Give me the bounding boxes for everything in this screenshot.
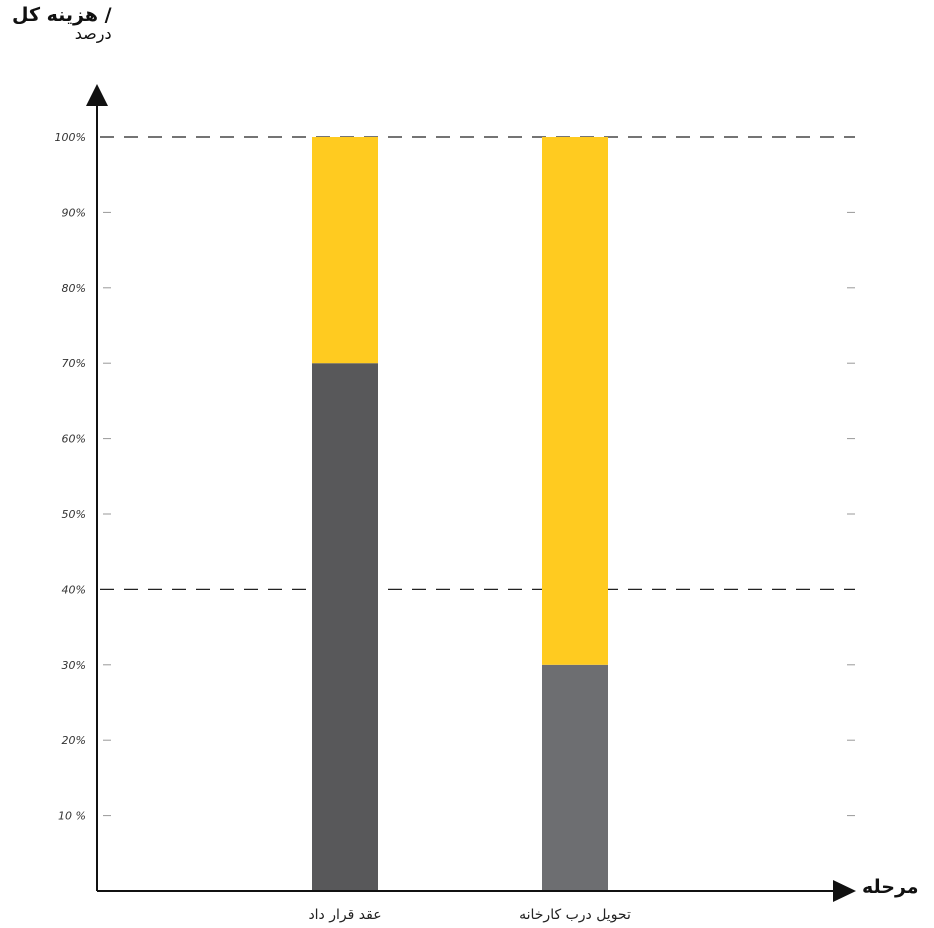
x-axis-arrow-icon xyxy=(833,880,856,902)
y-tick-label: 100% xyxy=(55,131,86,144)
y-tick-labels: 10 % 20% 30% 40% 50% 60% 70% 80% 90% 100% xyxy=(55,131,86,823)
y-tick-label: 10 % xyxy=(58,810,86,823)
y-tick-label: 70% xyxy=(62,357,86,370)
y-tick-label: 60% xyxy=(62,433,86,446)
y-axis-title-unit: درصد xyxy=(74,23,112,43)
y-tick-label: 20% xyxy=(62,734,86,747)
x-tick-labels: عقد قرار داد تحویل درب کارخانه xyxy=(308,907,631,923)
y-tick-label: 50% xyxy=(62,508,86,521)
y-tick-label: 40% xyxy=(62,583,86,596)
x-tick-label: تحویل درب کارخانه xyxy=(519,907,631,923)
y-axis-title-main: / هزینه کل xyxy=(12,4,112,26)
x-axis-title: مرحله xyxy=(862,876,919,898)
x-tick-label: عقد قرار داد xyxy=(308,907,381,923)
bars xyxy=(312,137,608,891)
y-tick-label: 30% xyxy=(62,659,86,672)
axes xyxy=(86,84,856,902)
y-axis-arrow-icon xyxy=(86,84,108,106)
y-axis-title: / هزینه کل درصد xyxy=(12,4,112,43)
y-tick-label: 90% xyxy=(62,206,86,219)
bar-segment-upper-2 xyxy=(542,137,608,665)
bar-segment-upper-1 xyxy=(312,137,378,364)
gridlines xyxy=(100,136,855,817)
bar-segment-lower-1 xyxy=(312,363,378,891)
y-tick-label: 80% xyxy=(62,282,86,295)
bar-segment-lower-2 xyxy=(542,664,608,891)
